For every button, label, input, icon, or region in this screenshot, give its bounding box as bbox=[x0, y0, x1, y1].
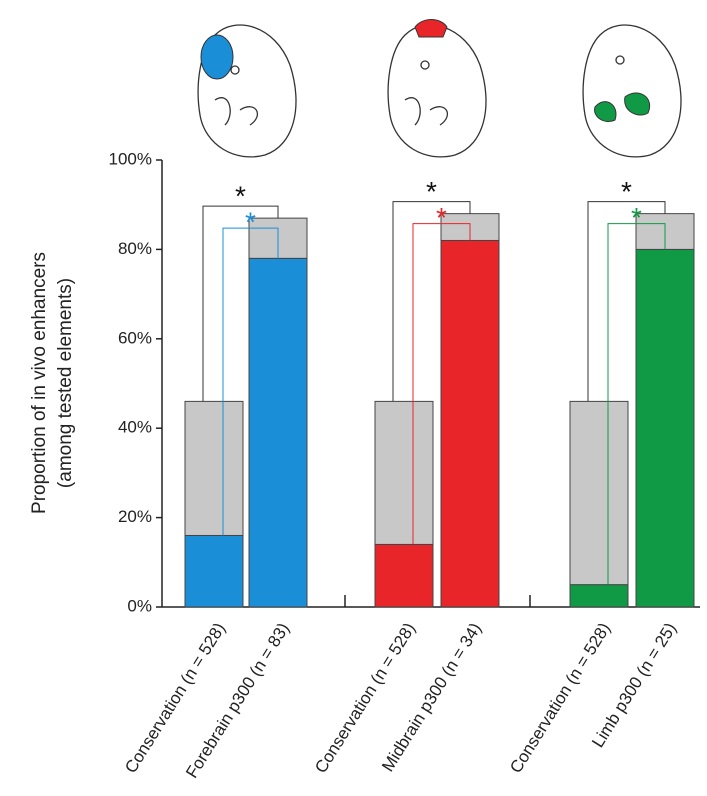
bar-segment bbox=[185, 401, 243, 535]
y-tick-label: 20% bbox=[118, 507, 152, 526]
y-axis-label: Proportion of in vivo enhancers bbox=[29, 252, 50, 514]
bar-segment bbox=[570, 585, 628, 607]
embryo-illustrations bbox=[198, 20, 681, 157]
bar-segment bbox=[570, 401, 628, 584]
y-tick-label: 80% bbox=[118, 239, 152, 258]
bar-segment bbox=[375, 401, 433, 544]
y-axis-label: (among tested elements) bbox=[55, 278, 76, 488]
bar-segment bbox=[249, 258, 307, 607]
bar-segment bbox=[185, 535, 243, 607]
y-tick-label: 60% bbox=[118, 328, 152, 347]
significance-star: * bbox=[245, 207, 256, 238]
bar-segment bbox=[375, 544, 433, 607]
significance-star: * bbox=[436, 202, 447, 233]
bar-segment bbox=[441, 240, 499, 607]
y-tick-label: 40% bbox=[118, 418, 152, 437]
bar-segment bbox=[636, 249, 694, 607]
y-tick-label: 0% bbox=[127, 596, 152, 615]
significance-star: * bbox=[631, 202, 642, 233]
chart: 0% 20% 40% 60% 80% 100% Proportion of in vivo … bbox=[0, 0, 707, 796]
x-tick-label: Conservation (n = 528) bbox=[506, 619, 614, 776]
y-tick-label: 100% bbox=[109, 149, 152, 168]
